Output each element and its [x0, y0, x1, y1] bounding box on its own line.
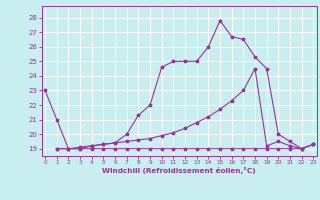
X-axis label: Windchill (Refroidissement éolien,°C): Windchill (Refroidissement éolien,°C) — [102, 167, 256, 174]
